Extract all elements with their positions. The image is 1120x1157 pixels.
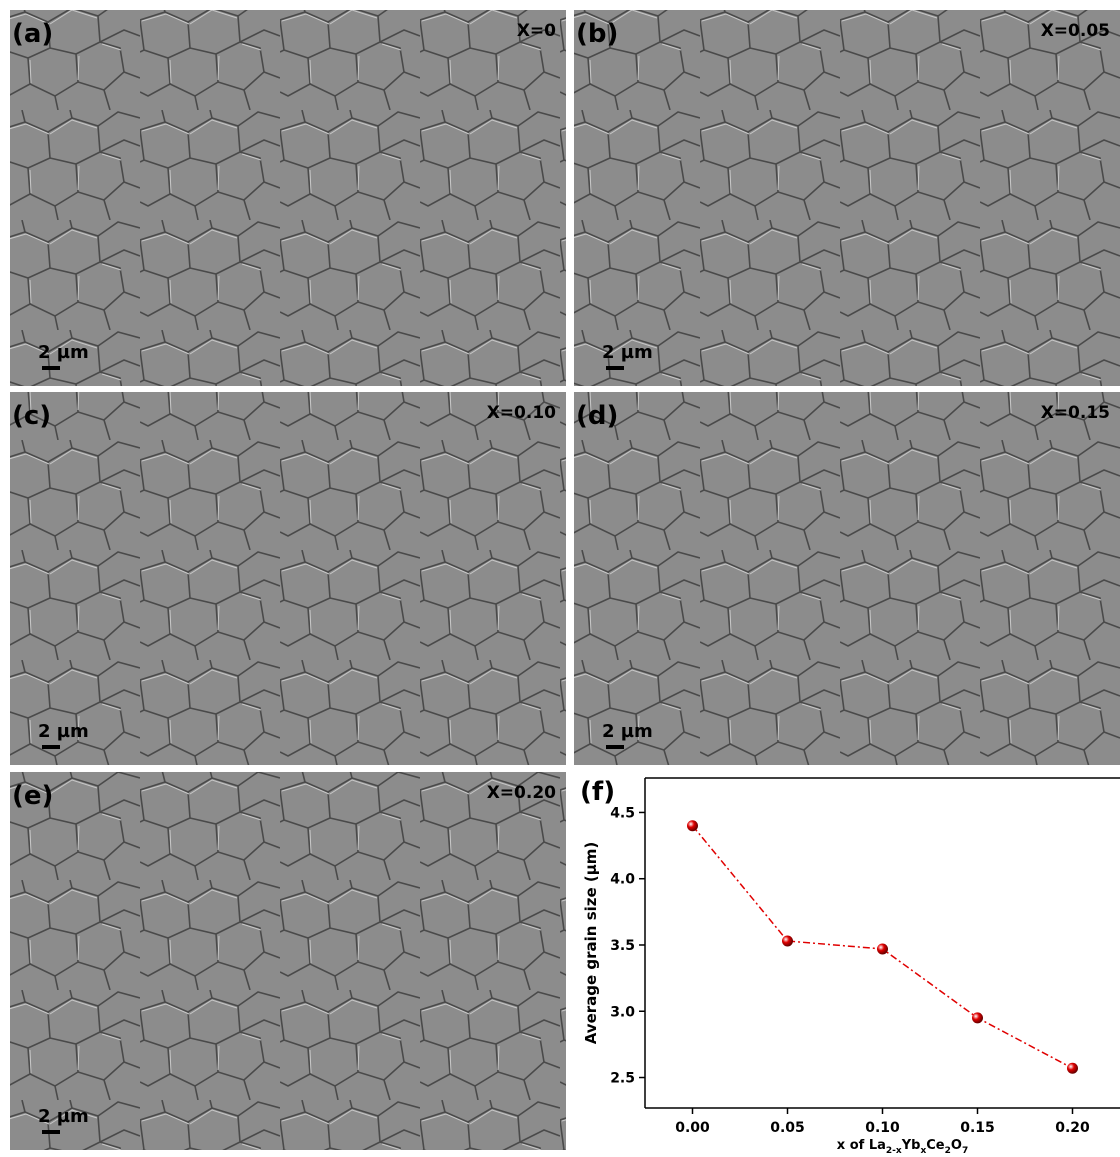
sem-image (10, 10, 566, 386)
composition-label: X=0.05 (1041, 21, 1110, 41)
composition-label: X=0.20 (487, 783, 556, 803)
y-tick-label: 2.5 (610, 1071, 635, 1087)
composition-label: X=0.15 (1041, 403, 1110, 423)
sem-panel: (c) X=0.10 2 µm (10, 392, 566, 765)
x-axis-label-part: O (951, 1138, 962, 1153)
data-point (687, 820, 698, 831)
sem-image (10, 392, 566, 765)
scale-bar-label: 2 µm (602, 721, 653, 742)
x-tick-label: 0.05 (770, 1120, 805, 1136)
panel-label: (a) (12, 19, 53, 49)
sem-image (10, 772, 566, 1150)
scale-bar (606, 745, 624, 749)
panel-label: (c) (12, 401, 51, 431)
scale-bar (606, 366, 624, 370)
scale-bar-label: 2 µm (38, 1106, 89, 1127)
panel-label: (b) (576, 19, 618, 49)
panel-label: (e) (12, 781, 53, 811)
sem-image (574, 392, 1120, 765)
sem-panel: (b) X=0.05 2 µm (574, 10, 1120, 386)
panel-label: (d) (576, 401, 618, 431)
x-tick-label: 0.00 (675, 1120, 710, 1136)
sem-image (574, 10, 1120, 386)
scale-bar (42, 366, 60, 370)
x-tick-label: 0.20 (1055, 1120, 1090, 1136)
data-point (782, 936, 793, 947)
x-tick-label: 0.15 (960, 1120, 995, 1136)
y-tick-label: 3.0 (610, 1004, 635, 1020)
composition-label: X=0 (517, 21, 556, 41)
scale-bar-label: 2 µm (602, 342, 653, 363)
x-axis-label-part: Ce (926, 1138, 945, 1153)
panel-label: (f) (580, 777, 615, 807)
y-tick-label: 3.5 (610, 938, 635, 954)
y-axis-label: Average grain size (μm) (582, 842, 600, 1045)
x-axis-label-part: x of La (837, 1138, 886, 1153)
sem-panel: (d) X=0.15 2 µm (574, 392, 1120, 765)
data-point (877, 943, 888, 954)
y-tick-label: 4.0 (610, 872, 635, 888)
scale-bar (42, 1130, 60, 1134)
x-axis-label-part: Yb (901, 1138, 921, 1153)
data-point (1067, 1063, 1078, 1074)
scale-bar-label: 2 µm (38, 342, 89, 363)
x-axis-label-part: 2-x (886, 1146, 902, 1156)
composition-label: X=0.10 (487, 403, 556, 423)
scale-bar-label: 2 µm (38, 721, 89, 742)
data-point (972, 1012, 983, 1023)
sem-panel: (a) X=0 2 µm (10, 10, 566, 386)
page: (a) X=0 2 µm (b) X=0.05 2 µm (c) X=0.10 2 µm (d) X… (0, 0, 1120, 1157)
scale-bar (42, 745, 60, 749)
x-axis-label-part: 7 (962, 1146, 968, 1156)
grain-size-chart: (f) 2.5 3.0 3.5 4.0 4.5 0.00 0.05 0.10 0.15 0.20 Av… (580, 777, 1120, 1156)
sem-panels: (a) X=0 2 µm (b) X=0.05 2 µm (c) X=0.10 2 µm (d) X… (10, 10, 1120, 1150)
x-axis-label: x of La2-xYbxCe2O7 (837, 1138, 968, 1156)
figure: (a) X=0 2 µm (b) X=0.05 2 µm (c) X=0.10 2 µm (d) X… (0, 0, 1120, 1157)
sem-panel: (e) X=0.20 2 µm (10, 772, 566, 1150)
y-tick-label: 4.5 (610, 805, 635, 821)
x-tick-label: 0.10 (865, 1120, 900, 1136)
